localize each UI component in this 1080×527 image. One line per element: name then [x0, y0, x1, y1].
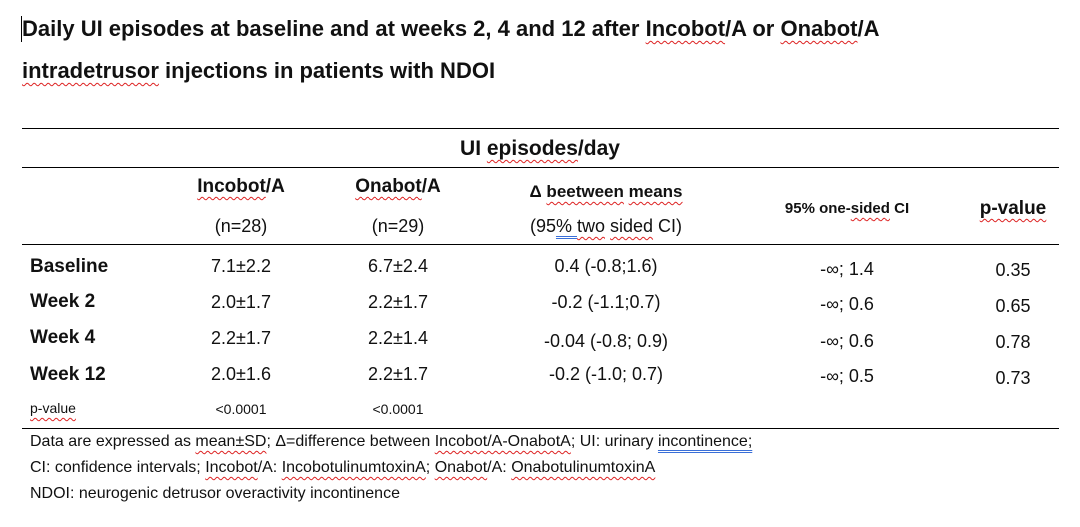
cell-incobot: <0.0001: [215, 401, 267, 417]
text-cursor: [21, 16, 22, 42]
cell-incobot: 2.0±1.6: [211, 364, 271, 384]
row-label: Baseline: [30, 256, 109, 277]
col-header-onabot-n: (n=29): [371, 216, 425, 236]
column-header-rule: [22, 244, 1059, 245]
col-header-pvalue: p-value: [979, 198, 1047, 219]
cell-ci: -∞; 0.5: [820, 366, 874, 386]
cell-delta: -0.2 (-1.1;0.7): [551, 292, 661, 312]
cell-ci: -∞; 0.6: [820, 294, 874, 314]
cell-ci: -∞; 0.6: [820, 331, 874, 351]
col-header-incobot: Incobot/A: [197, 176, 285, 197]
col-header-delta: Δ beetween means: [529, 182, 683, 201]
footnote-line-2: CI: confidence intervals; Incobot/A: Inc…: [30, 459, 656, 476]
cell-delta: 0.4 (-0.8;1.6): [554, 256, 658, 276]
row-label: Week 4: [30, 327, 96, 348]
cell-ci: -∞; 1.4: [820, 259, 874, 279]
table-title-line-2: intradetrusor injections in patients wit…: [22, 58, 496, 83]
table-title-line-1: Daily UI episodes at baseline and at wee…: [22, 16, 880, 41]
footnote-line-3: NDOI: neurogenic detrusor overactivity i…: [30, 485, 400, 502]
cell-onabot: 2.2±1.7: [368, 292, 428, 312]
cell-p: 0.65: [995, 296, 1031, 316]
cell-p: 0.78: [995, 332, 1031, 352]
col-header-delta-sub: (95% two sided CI): [529, 216, 683, 236]
table-top-rule: [22, 128, 1059, 129]
cell-onabot: 2.2±1.7: [368, 364, 428, 384]
row-label: p-value: [30, 400, 76, 416]
footnote-line-1: Data are expressed as mean±SD; Δ=differe…: [30, 433, 753, 450]
cell-p: 0.73: [995, 368, 1031, 388]
group-header-rule: [22, 167, 1059, 168]
col-header-ci: 95% one-sided CI: [784, 200, 910, 217]
cell-incobot: 2.2±1.7: [211, 328, 271, 348]
table-bottom-rule: [22, 428, 1059, 429]
col-header-onabot: Onabot/A: [355, 176, 441, 197]
cell-incobot: 2.0±1.7: [211, 292, 271, 312]
row-label: Week 12: [30, 364, 106, 385]
cell-onabot: 6.7±2.4: [368, 256, 428, 276]
cell-incobot: 7.1±2.2: [211, 256, 271, 276]
cell-delta: -0.04 (-0.8; 0.9): [543, 331, 669, 351]
cell-onabot: <0.0001: [372, 401, 424, 417]
group-header: UI episodes/day: [460, 137, 620, 160]
cell-onabot: 2.2±1.4: [368, 328, 428, 348]
cell-p: 0.35: [995, 260, 1031, 280]
col-header-incobot-n: (n=28): [214, 216, 268, 236]
cell-delta: -0.2 (-1.0; 0.7): [548, 364, 664, 384]
row-label: Week 2: [30, 291, 96, 312]
